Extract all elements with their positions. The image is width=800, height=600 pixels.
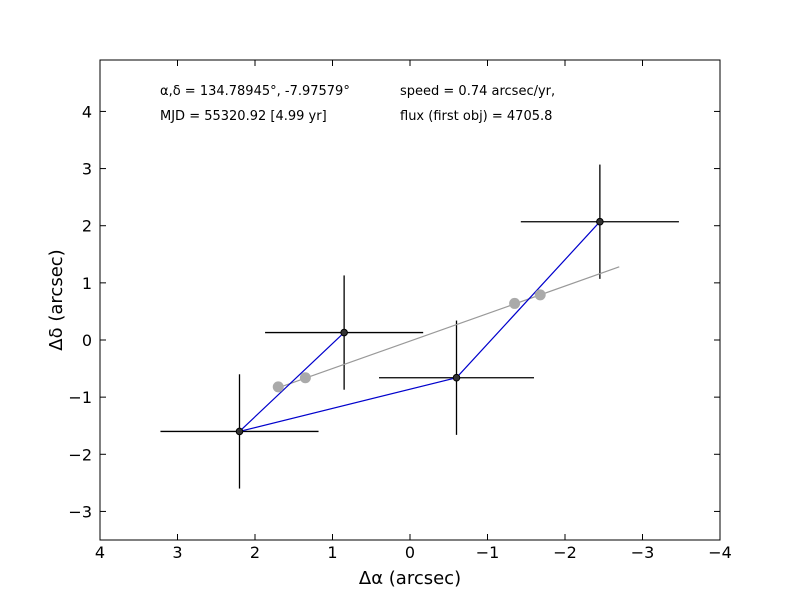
data-point [340,328,348,337]
annotation-speed: speed = 0.74 arcsec/yr, [400,84,555,99]
y-tick-label: −2 [68,445,92,464]
fit-point [534,289,546,301]
x-tick-label: 1 [327,543,337,562]
y-tick-label: −3 [68,502,92,521]
fit-point [272,381,284,393]
plot-frame [99,59,721,541]
data-point [596,217,604,226]
data-point [235,427,244,436]
annotation-flux: flux (first obj) = 4705.8 [400,109,552,124]
fit-point [509,297,521,309]
y-tick-label: 2 [82,217,92,236]
fit-line [274,266,620,390]
fit-point [299,372,311,384]
x-tick-label: 4 [95,543,105,562]
x-tick-label: −3 [631,543,655,562]
annotation-mjd: MJD = 55320.92 [4.99 yr] [160,109,327,124]
x-tick-label: 0 [405,543,415,562]
y-tick-label: 0 [82,331,92,350]
x-tick-label: −4 [708,543,732,562]
axis-ticks: 4 3 2 1 0 −1 −2 −3 −4 −3 −2 −1 0 1 2 3 4 [68,60,732,562]
y-tick-label: 4 [82,102,92,121]
y-axis-label: Δδ (arcsec) [46,249,67,350]
path-line [237,221,601,433]
y-tick-label: 1 [82,274,92,293]
plot-area [160,164,679,489]
y-tick-label: −1 [68,388,92,407]
x-axis-label: Δα (arcsec) [359,568,461,589]
x-tick-label: 3 [172,543,182,562]
annotation-coordinates: α,δ = 134.78945°, -7.97579° [160,84,350,99]
x-tick-label: 2 [250,543,260,562]
data-point [452,373,461,382]
x-tick-label: −1 [476,543,500,562]
x-tick-label: −2 [553,543,577,562]
y-tick-label: 3 [82,160,92,179]
